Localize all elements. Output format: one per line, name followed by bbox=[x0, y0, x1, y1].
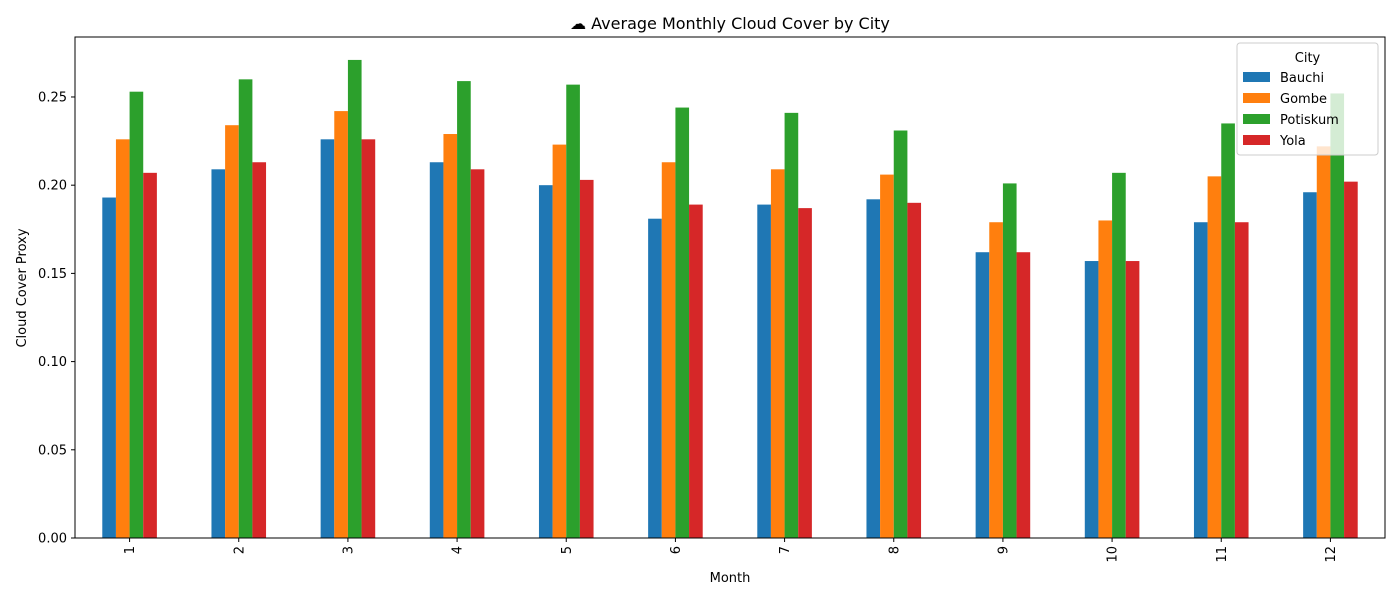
bar-potiskum-month-8 bbox=[893, 130, 908, 538]
x-tick-label: 1 bbox=[123, 546, 138, 554]
x-tick-label: 4 bbox=[451, 546, 466, 554]
bar-potiskum-month-2 bbox=[238, 79, 253, 538]
legend-swatch-bauchi bbox=[1243, 72, 1270, 82]
bar-gombe-month-7 bbox=[770, 169, 785, 538]
bar-bauchi-month-6 bbox=[648, 218, 662, 538]
bar-potiskum-month-3 bbox=[347, 59, 362, 539]
bar-potiskum-month-9 bbox=[1002, 183, 1017, 539]
bar-potiskum-month-4 bbox=[457, 81, 471, 538]
bar-yola-month-2 bbox=[252, 162, 267, 538]
y-tick-label: 0.15 bbox=[38, 267, 67, 282]
bar-potiskum-month-12 bbox=[1330, 93, 1345, 538]
bar-potiskum-month-10 bbox=[1112, 172, 1126, 538]
legend-swatch-gombe bbox=[1243, 93, 1270, 103]
bar-yola-month-1 bbox=[143, 172, 157, 538]
bar-bauchi-month-12 bbox=[1303, 192, 1317, 539]
bar-bauchi-month-10 bbox=[1084, 261, 1099, 538]
bar-gombe-month-3 bbox=[334, 111, 348, 538]
bar-gombe-month-12 bbox=[1316, 146, 1331, 538]
bar-bauchi-month-1 bbox=[102, 197, 116, 538]
bar-bauchi-month-7 bbox=[757, 204, 771, 538]
legend: City Bauchi Gombe Potiskum Yola bbox=[1236, 42, 1379, 156]
x-tick-label: 7 bbox=[778, 546, 793, 554]
legend-label-potiskum: Potiskum bbox=[1280, 113, 1339, 128]
bar-gombe-month-10 bbox=[1098, 220, 1113, 538]
bar-bauchi-month-8 bbox=[866, 199, 881, 539]
legend-swatch-yola bbox=[1243, 135, 1270, 145]
y-tick-label: 0.25 bbox=[38, 90, 67, 105]
legend-title: City bbox=[1295, 51, 1321, 66]
bar-bauchi-month-5 bbox=[538, 185, 553, 538]
x-tick-label: 5 bbox=[560, 546, 575, 554]
bar-gombe-month-6 bbox=[661, 162, 676, 538]
y-tick-label: 0.20 bbox=[38, 179, 67, 194]
bar-potiskum-month-6 bbox=[675, 107, 690, 538]
bar-yola-month-4 bbox=[470, 169, 485, 538]
bar-gombe-month-5 bbox=[552, 144, 567, 539]
y-axis-label: Cloud Cover Proxy bbox=[15, 228, 30, 347]
bar-yola-month-6 bbox=[689, 204, 703, 538]
bar-potiskum-month-1 bbox=[129, 91, 144, 538]
bar-yola-month-10 bbox=[1125, 261, 1140, 538]
x-tick-label: 9 bbox=[996, 546, 1011, 554]
y-tick-label: 0.05 bbox=[38, 443, 67, 458]
axes-group: 0.000.050.100.150.200.251 2 3 4 5 6 7 8 9 10 11 12 bbox=[38, 36, 1386, 563]
bar-yola-month-3 bbox=[361, 139, 376, 538]
legend-swatch-potiskum bbox=[1243, 114, 1270, 124]
bar-gombe-month-8 bbox=[880, 174, 894, 538]
y-tick-label: 0.00 bbox=[38, 532, 67, 547]
legend-label-bauchi: Bauchi bbox=[1280, 71, 1324, 86]
bar-yola-month-12 bbox=[1344, 181, 1358, 538]
plot-frame bbox=[74, 36, 1386, 539]
legend-box bbox=[1236, 42, 1379, 156]
x-tick-label: 6 bbox=[669, 546, 684, 554]
bar-yola-month-7 bbox=[798, 208, 812, 538]
bars-group bbox=[102, 59, 1358, 539]
x-tick-label: 3 bbox=[341, 546, 356, 554]
x-tick-label: 10 bbox=[1106, 546, 1121, 563]
bar-gombe-month-4 bbox=[443, 134, 458, 538]
bar-yola-month-11 bbox=[1234, 222, 1249, 539]
bar-yola-month-8 bbox=[907, 202, 922, 538]
legend-label-gombe: Gombe bbox=[1280, 92, 1327, 107]
bar-bauchi-month-4 bbox=[429, 162, 444, 538]
x-axis-label: Month bbox=[710, 571, 751, 586]
bar-potiskum-month-5 bbox=[566, 84, 580, 538]
bar-bauchi-month-11 bbox=[1193, 222, 1208, 539]
chart-title: ☁ Average Monthly Cloud Cover by City bbox=[570, 14, 890, 33]
bar-bauchi-month-2 bbox=[211, 169, 226, 538]
bar-potiskum-month-11 bbox=[1221, 123, 1235, 538]
bar-gombe-month-9 bbox=[989, 222, 1003, 539]
bar-bauchi-month-9 bbox=[975, 252, 990, 538]
bar-gombe-month-2 bbox=[225, 125, 239, 538]
y-tick-label: 0.10 bbox=[38, 355, 67, 370]
bar-gombe-month-11 bbox=[1207, 176, 1222, 539]
x-tick-label: 2 bbox=[232, 546, 247, 554]
x-tick-label: 12 bbox=[1324, 546, 1339, 563]
x-tick-label: 11 bbox=[1215, 546, 1230, 563]
bar-yola-month-9 bbox=[1016, 252, 1031, 538]
x-tick-label: 8 bbox=[887, 546, 902, 554]
bar-bauchi-month-3 bbox=[320, 139, 335, 538]
bar-potiskum-month-7 bbox=[784, 112, 799, 539]
bar-gombe-month-1 bbox=[115, 139, 130, 538]
bar-yola-month-5 bbox=[579, 179, 594, 538]
legend-label-yola: Yola bbox=[1279, 134, 1306, 149]
